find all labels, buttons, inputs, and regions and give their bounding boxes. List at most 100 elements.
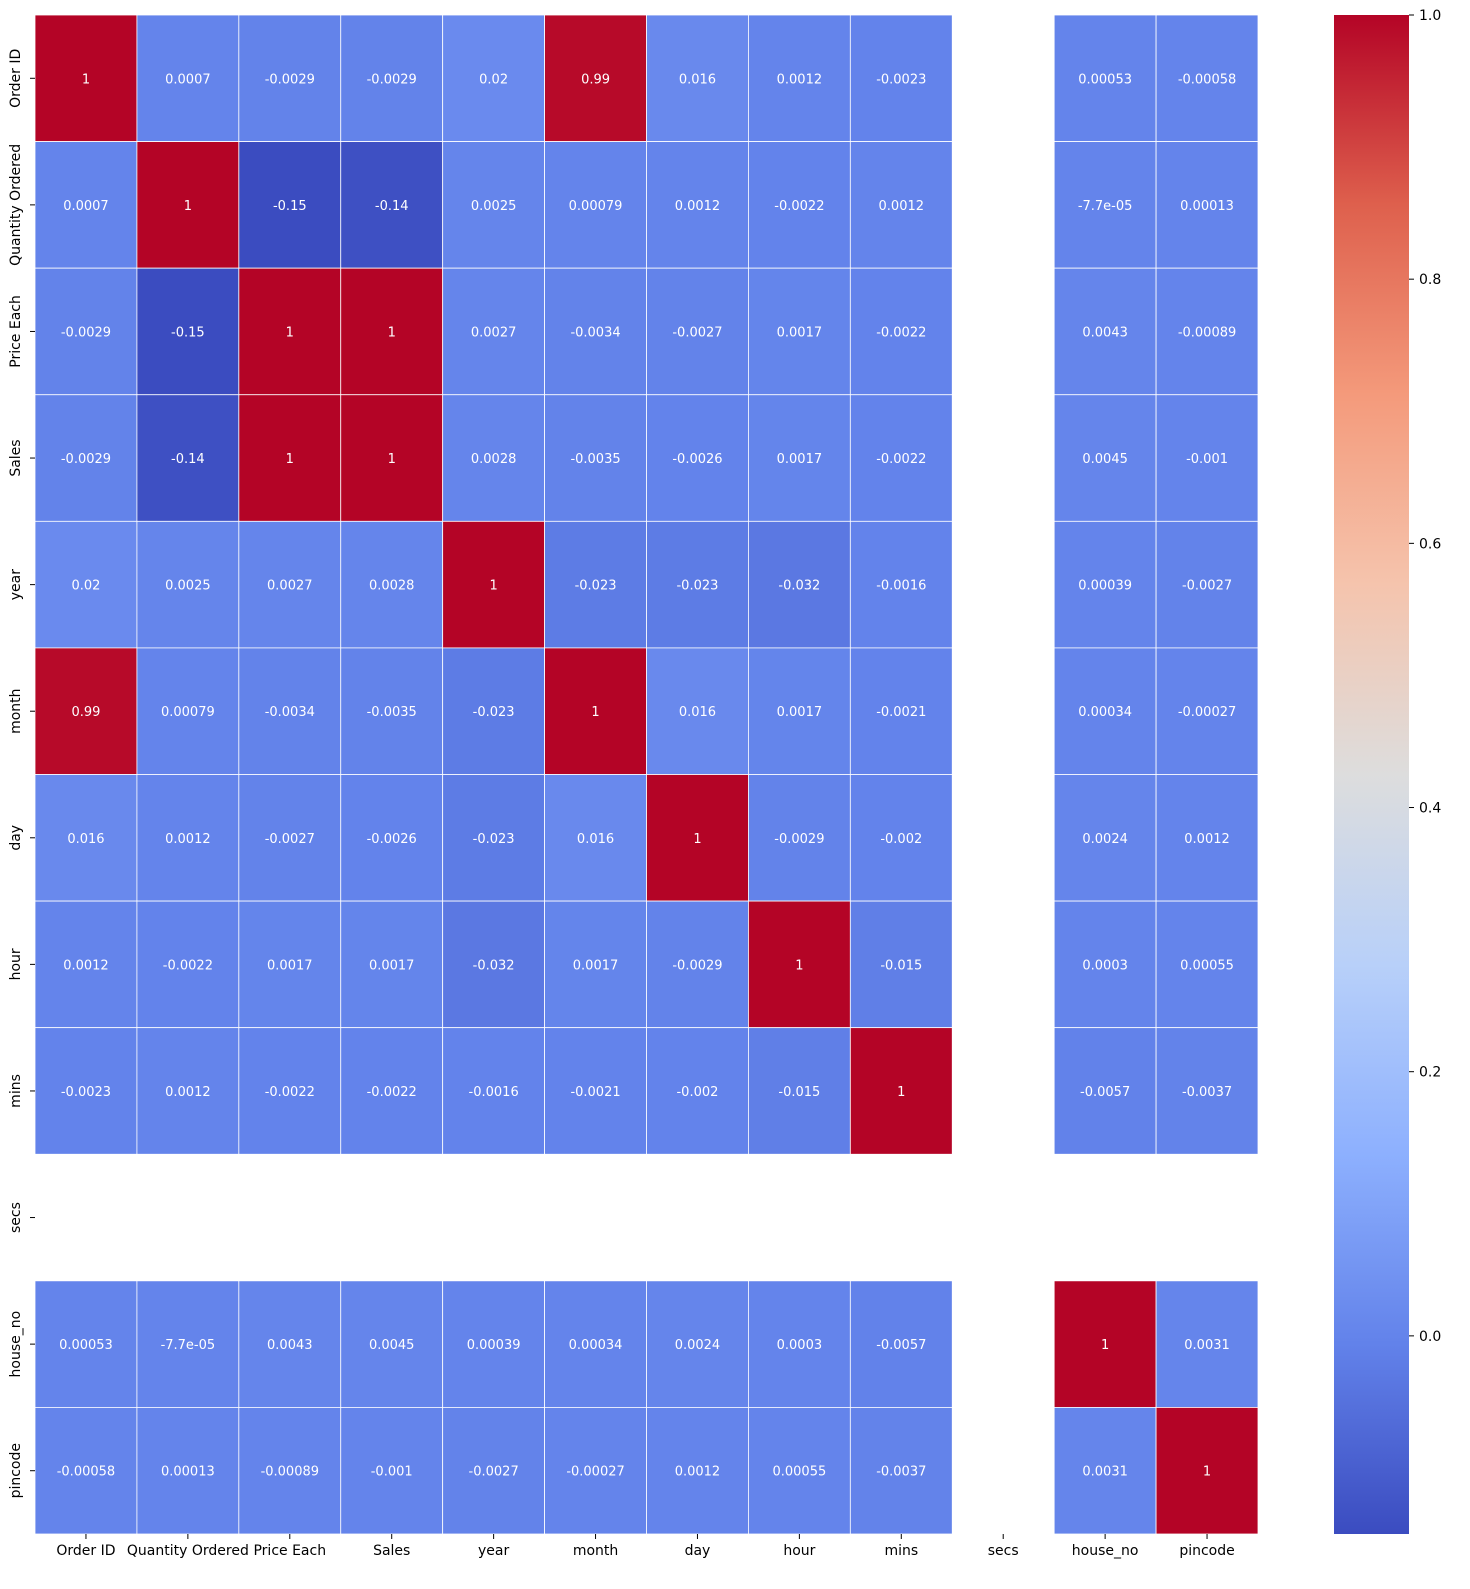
heatmap-cell bbox=[849, 774, 953, 902]
x-tick-label: pincode bbox=[1179, 1543, 1234, 1559]
cell-value-label: -0.0027 bbox=[672, 325, 722, 340]
cell-value-label: -7.7e-05 bbox=[161, 1338, 216, 1353]
cell-value-label: 0.0003 bbox=[1082, 958, 1128, 973]
cell-value-label: -0.14 bbox=[375, 199, 409, 214]
heatmap-cell bbox=[646, 774, 749, 902]
cell-value-label: 0.0031 bbox=[1082, 1465, 1128, 1480]
heatmap-cell bbox=[442, 267, 545, 396]
heatmap-cell bbox=[748, 1280, 851, 1408]
cell-value-label: -0.00058 bbox=[57, 1465, 115, 1480]
heatmap-cell bbox=[442, 141, 545, 269]
cell-value-label: -0.023 bbox=[473, 832, 515, 847]
heatmap-cell bbox=[34, 774, 138, 902]
cell-value-label: -0.0016 bbox=[876, 579, 926, 594]
heatmap-cell bbox=[1053, 394, 1157, 522]
heatmap-cell bbox=[748, 900, 851, 1029]
colorbar-gradient bbox=[1334, 15, 1409, 1534]
cell-value-label: 0.0012 bbox=[675, 199, 721, 214]
cell-value-label: 0.0028 bbox=[369, 579, 415, 594]
cell-value-label: -0.0027 bbox=[1182, 579, 1232, 594]
cell-value-label: 1 bbox=[82, 72, 90, 87]
heatmap-cell bbox=[442, 900, 545, 1029]
heatmap-cell bbox=[238, 1407, 342, 1535]
y-tick-label: Sales bbox=[8, 439, 24, 476]
cell-value-label: -0.00027 bbox=[1178, 705, 1236, 720]
y-tick-label: house_no bbox=[8, 1311, 24, 1378]
cell-value-label: -0.001 bbox=[1186, 452, 1228, 467]
heatmap-cell bbox=[646, 900, 749, 1029]
heatmap-cell bbox=[849, 394, 953, 522]
heatmap-annotations: 1 0.0007 -0.0029 -0.0029 0.02 0.99 0.016 0.0012… bbox=[57, 72, 1237, 1479]
cell-value-label: 0.99 bbox=[71, 705, 100, 720]
colorbar-tick-label: 0.4 bbox=[1419, 801, 1441, 817]
heatmap-cell bbox=[748, 1407, 851, 1535]
cell-value-label: -0.002 bbox=[676, 1085, 718, 1100]
cell-value-label: 0.0027 bbox=[471, 325, 517, 340]
heatmap-cell bbox=[1053, 14, 1157, 142]
cell-value-label: 0.016 bbox=[679, 705, 716, 720]
y-tick-label: secs bbox=[8, 1202, 24, 1233]
cell-value-label: 0.0007 bbox=[165, 72, 211, 87]
colorbar-tick-label: 0.0 bbox=[1419, 1329, 1441, 1345]
heatmap-cell bbox=[340, 1027, 444, 1155]
heatmap-cell bbox=[34, 14, 138, 142]
cell-value-label: -0.0022 bbox=[876, 452, 926, 467]
cell-value-label: 0.0031 bbox=[1184, 1338, 1230, 1353]
cell-value-label: 0.0012 bbox=[63, 958, 109, 973]
heatmap-cell bbox=[238, 774, 342, 902]
cell-value-label: 0.00034 bbox=[1078, 705, 1132, 720]
cell-value-label: -0.032 bbox=[473, 958, 515, 973]
heatmap-cell bbox=[340, 1407, 444, 1535]
cell-value-label: 0.0017 bbox=[777, 325, 823, 340]
heatmap-cell bbox=[849, 1027, 953, 1155]
heatmap-cell bbox=[849, 141, 953, 269]
heatmap-cell bbox=[340, 900, 444, 1029]
heatmap-cell bbox=[1155, 1027, 1259, 1155]
cell-value-label: -0.023 bbox=[473, 705, 515, 720]
cell-value-label: -0.0057 bbox=[1080, 1085, 1130, 1100]
heatmap-cell bbox=[646, 1280, 749, 1408]
cell-value-label: -0.15 bbox=[273, 199, 307, 214]
heatmap-cell bbox=[442, 520, 545, 649]
x-tick-label: mins bbox=[884, 1543, 918, 1559]
heatmap-cell bbox=[1155, 267, 1259, 396]
heatmap-cell bbox=[136, 520, 240, 649]
cell-value-label: 0.00055 bbox=[772, 1465, 826, 1480]
cell-value-label: 0.0012 bbox=[879, 199, 925, 214]
heatmap-cell bbox=[1155, 647, 1259, 775]
cell-value-label: -0.0027 bbox=[469, 1465, 519, 1480]
heatmap-cell bbox=[238, 1027, 342, 1155]
cell-value-label: 0.0017 bbox=[777, 452, 823, 467]
heatmap-cell bbox=[748, 774, 851, 902]
cell-value-label: -0.0029 bbox=[61, 452, 111, 467]
heatmap-cell bbox=[1155, 520, 1259, 649]
x-tick-label: year bbox=[478, 1543, 509, 1559]
heatmap-cell bbox=[544, 267, 647, 396]
heatmap-cell bbox=[340, 774, 444, 902]
cell-value-label: -0.0057 bbox=[876, 1338, 926, 1353]
cell-value-label: -0.0035 bbox=[570, 452, 620, 467]
cell-value-label: -0.0022 bbox=[265, 1085, 315, 1100]
cell-value-label: 0.0024 bbox=[1082, 832, 1128, 847]
heatmap-cell bbox=[34, 394, 138, 522]
cell-value-label: 0.02 bbox=[71, 579, 100, 594]
x-tick-label: Order ID bbox=[56, 1543, 115, 1559]
cell-value-label: -0.0037 bbox=[876, 1465, 926, 1480]
cell-value-label: -0.0023 bbox=[876, 72, 926, 87]
x-tick-label: Sales bbox=[373, 1543, 410, 1559]
heatmap-cell bbox=[238, 267, 342, 396]
cell-value-label: 0.016 bbox=[67, 832, 104, 847]
cell-value-label: -0.0029 bbox=[774, 832, 824, 847]
heatmap-cell bbox=[340, 141, 444, 269]
y-tick-label: Quantity Ordered bbox=[8, 144, 24, 266]
y-tick-label: month bbox=[8, 688, 24, 733]
heatmap-cell bbox=[544, 900, 647, 1029]
heatmap-cell bbox=[136, 1407, 240, 1535]
cell-value-label: 0.0027 bbox=[267, 579, 313, 594]
heatmap-cell bbox=[544, 1027, 647, 1155]
heatmap-cell bbox=[544, 14, 647, 142]
heatmap-cell bbox=[748, 14, 851, 142]
heatmap-cell bbox=[849, 900, 953, 1029]
cell-value-label: 0.0043 bbox=[1082, 325, 1128, 340]
cell-value-label: -0.00089 bbox=[1178, 325, 1236, 340]
